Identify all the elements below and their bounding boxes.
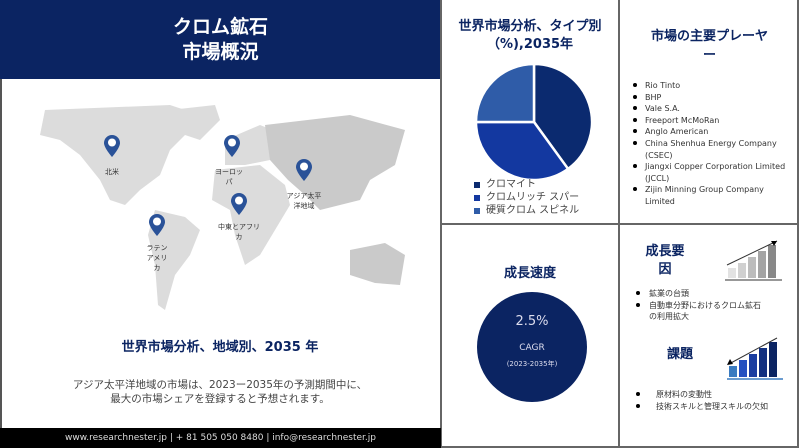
cagr-value: 2.5% xyxy=(515,314,549,329)
legend-item: 硬質クロム スピネル xyxy=(474,204,579,217)
world-map: 北米 ヨーロッパ アジア太平洋地域 中東とアフリカ ラテンアメリカ xyxy=(20,105,410,320)
map-pin-icon[interactable] xyxy=(224,135,240,157)
page-title-line1: クロム鉱石 xyxy=(172,16,268,38)
pie-legend: クロマイト クロムリッチ スパー 硬質クロム スピネル xyxy=(474,178,579,217)
description-line: 最大の市場シェアを登録すると予想されます。 xyxy=(110,393,330,405)
north-america-shape xyxy=(40,105,200,205)
region-label-europe: ヨーロッパ xyxy=(215,168,243,186)
divider xyxy=(797,0,799,448)
cagr-label: CAGR xyxy=(519,343,545,353)
pie-slice xyxy=(474,62,536,124)
legend-swatch xyxy=(474,207,480,214)
cagr-title: 成長速度 xyxy=(503,266,556,281)
player-item: Freeport McMoRan xyxy=(633,115,793,127)
drivers-list: 鉱業の台頭 自動車分野におけるクロム鉱石の利用拡大 xyxy=(636,288,762,323)
legend-label: クロマイト xyxy=(486,179,536,190)
legend-label: クロムリッチ スパー xyxy=(486,192,580,203)
growth-chart-icon xyxy=(725,240,782,281)
south-america-shape xyxy=(148,210,200,310)
region-label-latin-america: ラテンアメリカ xyxy=(146,244,168,272)
pie-slice xyxy=(532,62,594,171)
type-pie-chart xyxy=(474,62,594,182)
australia-shape xyxy=(350,243,405,285)
challenges-title: 課題 xyxy=(666,347,693,362)
footer-contact: www.researchnester.jp | + 81 505 050 848… xyxy=(0,428,441,448)
challenges-list: 原材料の変動性 技術スキルと管理スキルの欠如 xyxy=(636,389,776,412)
pie-chart-title: 世界市場分析、タイプ別（%),2035年 xyxy=(458,19,602,52)
player-item: Jiangxi Copper Corporation Limited (JCCL… xyxy=(633,161,793,184)
page-title-line2: 市場概況 xyxy=(182,41,259,63)
map-pin-icon[interactable] xyxy=(231,193,247,215)
region-label-asia-pacific: アジア太平洋地域 xyxy=(286,192,322,210)
drivers-title: 成長要因 xyxy=(645,244,685,277)
legend-label: 硬質クロム スピネル xyxy=(486,205,580,216)
divider xyxy=(440,446,799,448)
key-players-title: 市場の主要プレーヤー xyxy=(650,29,768,63)
driver-item: 自動車分野におけるクロム鉱石の利用拡大 xyxy=(636,300,762,323)
driver-item: 鉱業の台頭 xyxy=(636,288,762,300)
player-item: Anglo American xyxy=(633,126,793,138)
region-description: アジア太平洋地域の市場は、2023ー2035年の予測期間中に、 最大の市場シェア… xyxy=(0,378,440,406)
map-pin-icon[interactable] xyxy=(104,135,120,157)
description-line: アジア太平洋地域の市場は、2023ー2035年の予測期間中に、 xyxy=(72,379,368,391)
cagr-period: (2023-2035年) xyxy=(506,360,558,368)
divider xyxy=(440,223,799,225)
map-pin-icon[interactable] xyxy=(149,214,165,236)
left-border xyxy=(0,0,2,448)
title-banner: クロム鉱石 市場概況 xyxy=(0,0,441,79)
legend-item: クロマイト xyxy=(474,178,579,191)
region-label-middle-east-africa: 中東とアフリカ xyxy=(218,223,260,241)
legend-swatch xyxy=(474,181,480,188)
greenland-shape xyxy=(170,105,220,140)
challenge-item: 原材料の変動性 xyxy=(636,389,776,401)
challenge-item: 技術スキルと管理スキルの欠如 xyxy=(636,401,776,413)
asia-shape xyxy=(265,115,405,210)
player-item: China Shenhua Energy Company (CSEC) xyxy=(633,138,793,161)
player-item: BHP xyxy=(633,92,793,104)
legend-item: クロムリッチ スパー xyxy=(474,191,579,204)
player-item: Rio Tinto xyxy=(633,80,793,92)
pie-slice xyxy=(474,120,570,182)
cagr-circle: 2.5% CAGR (2023-2035年) xyxy=(477,292,587,402)
key-players-list: Rio Tinto BHP Vale S.A. Freeport McMoRan Ang… xyxy=(633,80,793,208)
legend-swatch xyxy=(474,194,480,201)
challenge-chart-icon xyxy=(727,337,783,380)
player-item: Zijin Minning Group Company Limited xyxy=(633,184,793,207)
africa-shape xyxy=(212,165,290,265)
player-item: Vale S.A. xyxy=(633,103,793,115)
map-pin-icon[interactable] xyxy=(296,159,312,181)
region-analysis-title: 世界市場分析、地域別、2035 年 xyxy=(121,340,319,355)
region-label-north-america: 北米 xyxy=(105,168,119,176)
